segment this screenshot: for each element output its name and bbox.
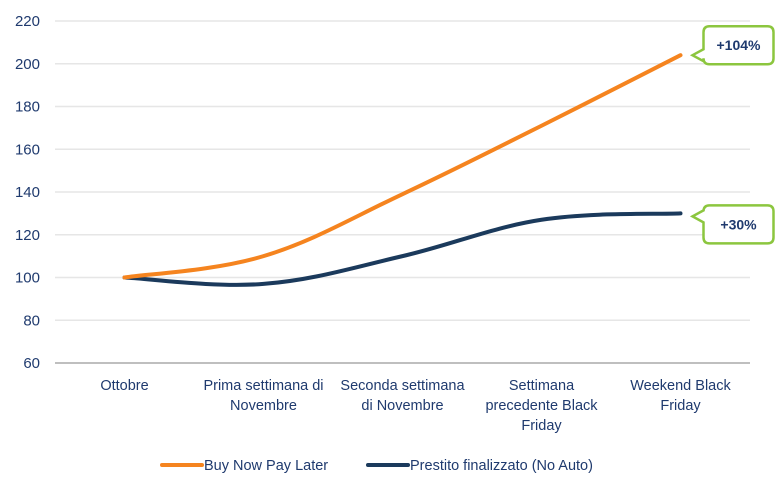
legend-label: Buy Now Pay Later [204,458,328,474]
y-tick-label: 140 [15,184,40,201]
legend-label: Prestito finalizzato (No Auto) [410,458,593,474]
callout-box [689,24,775,66]
series-line-1 [122,211,683,287]
y-tick-label: 180 [15,99,40,116]
y-tick-label: 100 [15,270,40,287]
series-line-0 [122,53,683,280]
x-category-label: Seconda settimana di Novembre [340,378,465,414]
x-axis-categories: Ottobre Prima settimana di Novembre Seconda… [100,378,731,434]
legend: Buy Now Pay Later Prestito finalizzato (N… [160,458,593,474]
callout-label: +104% [717,37,762,53]
callout-box [689,204,775,245]
x-category-label: Settimana precedente Black Friday [485,378,598,434]
callout-prestito: +30% [689,204,775,245]
y-tick-label: 220 [15,13,40,30]
y-tick-label: 60 [23,355,40,372]
legend-item-1: Prestito finalizzato (No Auto) [366,458,593,474]
y-tick-label: 120 [15,227,40,244]
y-tick-label: 80 [23,312,40,329]
series-lines [122,53,683,287]
y-tick-label: 160 [15,141,40,158]
y-tick-label: 200 [15,56,40,73]
callouts: +104% +30% [689,24,775,245]
x-category-label: Prima settimana di Novembre [203,378,323,414]
callout-bnpl: +104% [689,24,775,66]
x-category-label: Weekend Black Friday [630,378,731,414]
callout-label: +30% [720,216,757,232]
legend-item-0: Buy Now Pay Later [160,458,328,474]
y-axis-ticks: 220 200 180 160 140 120 100 80 60 [15,13,40,372]
x-category-label: Ottobre [100,378,148,394]
